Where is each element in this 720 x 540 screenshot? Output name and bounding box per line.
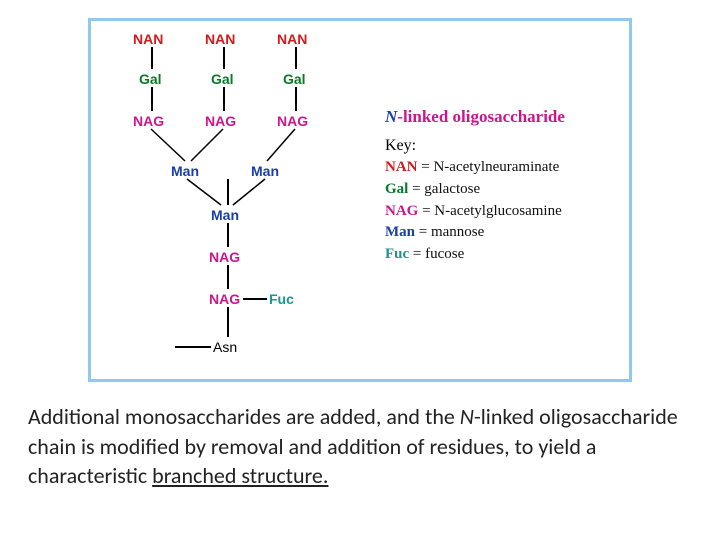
legend-row: NAG = N-acetylglucosamine bbox=[385, 201, 627, 223]
oligosaccharide-tree: NANNANNANGalGalGalNAGNAGNAGManManManNAGN… bbox=[91, 21, 381, 379]
caption: Additional monosaccharides are added, an… bbox=[28, 402, 692, 491]
legend-desc: = mannose bbox=[415, 224, 484, 240]
legend-row: Man = mannose bbox=[385, 222, 627, 244]
legend-header: Key: bbox=[385, 137, 627, 155]
legend-desc: = galactose bbox=[408, 181, 480, 197]
legend-row: NAN = N-acetylneuraminate bbox=[385, 157, 627, 179]
legend-abbr: Man bbox=[385, 224, 415, 240]
legend-desc: = N-acetylneuraminate bbox=[418, 159, 560, 175]
bond-diagonals bbox=[91, 21, 381, 379]
legend-row: Fuc = fucose bbox=[385, 244, 627, 266]
legend-desc: = fucose bbox=[409, 246, 464, 262]
caption-ital: N bbox=[460, 403, 474, 430]
title-rest: -linked oligosaccharide bbox=[397, 107, 565, 126]
legend-abbr: Gal bbox=[385, 181, 408, 197]
caption-p1: Additional monosaccharides are added, an… bbox=[28, 403, 460, 430]
diagram-title: N-linked oligosaccharide bbox=[385, 107, 565, 127]
legend-abbr: Fuc bbox=[385, 246, 409, 262]
legend-abbr: NAG bbox=[385, 203, 418, 219]
legend: Key: NAN = N-acetylneuraminateGal = gala… bbox=[385, 137, 627, 266]
caption-under: branched structure. bbox=[152, 462, 328, 489]
legend-row: Gal = galactose bbox=[385, 179, 627, 201]
legend-desc: = N-acetylglucosamine bbox=[418, 203, 561, 219]
title-n: N bbox=[385, 107, 397, 126]
diagram-box: NANNANNANGalGalGalNAGNAGNAGManManManNAGN… bbox=[88, 18, 632, 382]
legend-abbr: NAN bbox=[385, 159, 418, 175]
